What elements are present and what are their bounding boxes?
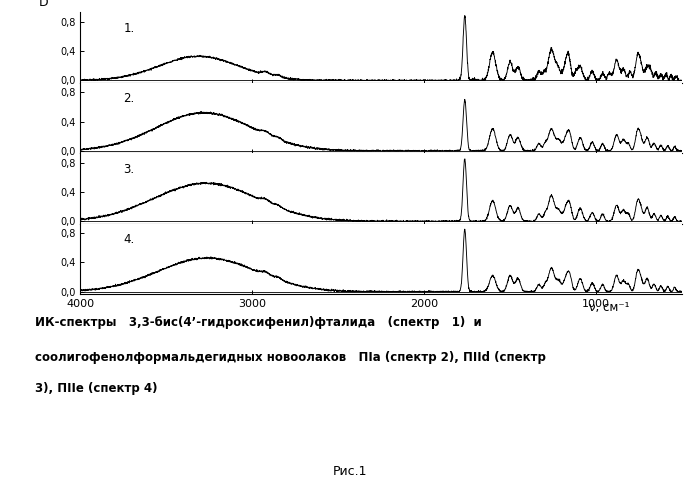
Text: 3), ПIIe (спектр 4): 3), ПIIe (спектр 4) <box>35 382 157 395</box>
Text: 2.: 2. <box>123 92 135 105</box>
Text: 1.: 1. <box>123 22 135 35</box>
Text: D: D <box>38 0 48 9</box>
Text: соолигофенолформальдегидных новоолаков   ПIa (спектр 2), ПIId (спектр: соолигофенолформальдегидных новоолаков П… <box>35 351 546 365</box>
Text: Рис.1: Рис.1 <box>332 465 367 478</box>
Text: 4.: 4. <box>123 233 135 246</box>
Text: ν, см⁻¹: ν, см⁻¹ <box>589 301 629 315</box>
Text: 3.: 3. <box>123 163 134 175</box>
Text: ИК-спектры   3,3-бис(4’-гидроксифенил)фталида   (спектр   1)  и: ИК-спектры 3,3-бис(4’-гидроксифенил)фтал… <box>35 316 482 329</box>
